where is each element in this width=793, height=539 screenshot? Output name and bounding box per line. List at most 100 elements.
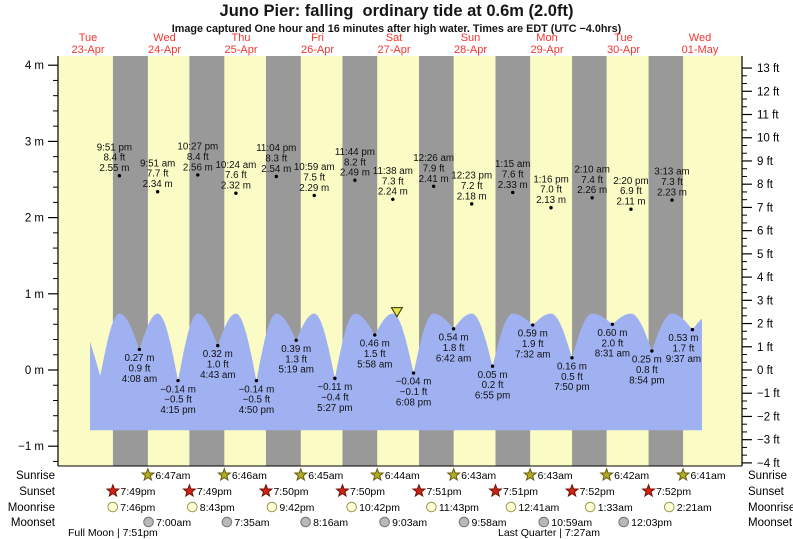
tide-feet-label: 7.3 ft	[382, 176, 404, 187]
tide-meter-label: 0.05 m	[478, 370, 508, 381]
sunrise-time: 6:47am	[155, 470, 190, 482]
tide-meter-label: −0.14 m	[160, 384, 196, 395]
sunrise-time: 6:43am	[461, 470, 496, 482]
tide-dot	[470, 202, 474, 206]
astro-row-label-right: Sunset	[748, 486, 785, 498]
high-tide-annotation: 10:24 am7.6 ft2.32 m	[215, 160, 256, 195]
high-tide-annotation: 9:51 pm8.4 ft2.55 m	[97, 142, 132, 178]
moonrise-icon	[186, 501, 198, 513]
tide-feet-label: 8.3 ft	[265, 153, 287, 164]
moonset-time: 7:00am	[156, 517, 191, 529]
tide-time-label: 10:27 pm	[177, 142, 218, 153]
tide-dot	[511, 190, 515, 195]
moonrise-icon	[107, 501, 119, 513]
astro-row-label-right: Moonrise	[748, 502, 793, 514]
day-label-weekday: Fri	[311, 32, 324, 44]
tide-feet-label: 1.7 ft	[673, 344, 695, 355]
low-tide-annotation: 0.16 m0.5 ft7:50 pm	[554, 356, 590, 393]
sunset-time: 7:51pm	[503, 486, 538, 498]
moonrise-icon	[266, 501, 278, 513]
tide-meter-label: 2.29 m	[299, 183, 329, 194]
tide-dot	[216, 343, 220, 348]
moonrise-time: 12:41am	[518, 502, 559, 514]
moonset-time: 12:03pm	[631, 517, 672, 529]
tide-time-label: 12:23 pm	[451, 170, 492, 181]
sunrise-icon	[675, 467, 691, 482]
tide-meter-label: 2.26 m	[577, 185, 607, 196]
tide-time-label: 5:27 pm	[317, 403, 352, 414]
tide-time-label: 12:26 am	[413, 153, 454, 164]
tide-dot	[117, 173, 122, 178]
tide-time-label: 4:50 pm	[239, 405, 274, 416]
sunset-icon	[105, 483, 121, 498]
moonset-icon	[221, 516, 233, 528]
day-label-weekday: Tue	[614, 32, 633, 44]
day-label-date: 29-Apr	[530, 44, 563, 56]
tide-meter-label: 0.16 m	[557, 361, 587, 372]
tide-meter-label: 0.32 m	[203, 349, 233, 360]
low-tide-annotation: 0.53 m1.7 ft9:37 am	[666, 327, 701, 365]
feet-tick-label: 7 ft	[757, 202, 774, 214]
sunset-time: 7:49pm	[197, 486, 232, 498]
high-tide-annotation: 1:16 pm7.0 ft2.13 m	[533, 174, 569, 210]
low-tide-annotation: −0.04 m−0.1 ft6:08 pm	[396, 371, 431, 408]
moonset-icon	[538, 516, 550, 528]
tide-dot	[373, 333, 377, 337]
tide-time-label: 11:44 pm	[335, 147, 375, 158]
feet-tick-label: −1 ft	[757, 388, 781, 400]
sunset-icon	[258, 483, 274, 498]
sunset-icon	[411, 483, 427, 498]
tide-meter-label: 2.18 m	[457, 191, 487, 202]
tide-time-label: 9:51 pm	[97, 142, 132, 153]
astro-row-label-right: Sunrise	[748, 470, 787, 482]
tide-dot	[431, 184, 436, 189]
tide-feet-label: 0.5 ft	[561, 372, 583, 383]
tide-dot	[274, 174, 278, 179]
tide-feet-label: 7.2 ft	[461, 181, 483, 192]
low-tide-annotation: 0.46 m1.5 ft5:58 am	[357, 333, 392, 370]
tide-meter-label: −0.11 m	[317, 382, 352, 393]
day-label-date: 23-Apr	[71, 44, 104, 56]
sunrise-time: 6:45am	[308, 470, 343, 482]
tide-feet-label: −0.5 ft	[164, 395, 192, 406]
tide-time-label: 7:50 pm	[554, 382, 589, 393]
moonrise-time: 10:42pm	[359, 502, 400, 514]
tide-meter-label: 0.53 m	[668, 333, 698, 344]
day-label-weekday: Wed	[689, 32, 711, 44]
moonset-time: 9:58am	[472, 517, 507, 529]
low-tide-annotation: 0.27 m0.9 ft4:08 am	[122, 347, 157, 385]
moonset-icon	[458, 516, 470, 528]
day-label-date: 01-May	[682, 44, 719, 56]
tide-dot	[333, 376, 337, 381]
tide-feet-label: 1.3 ft	[285, 354, 307, 365]
tide-meter-label: 2.33 m	[498, 180, 528, 191]
tide-dot	[549, 205, 553, 210]
tide-dot	[254, 378, 259, 383]
tide-dot	[451, 327, 456, 331]
low-tide-annotation: 0.54 m1.8 ft6:42 am	[436, 327, 471, 364]
tide-meter-label: −0.14 m	[239, 384, 275, 395]
moonset-icon	[379, 516, 390, 528]
sunset-icon	[335, 483, 350, 498]
tide-feet-label: 1.9 ft	[522, 339, 544, 350]
tide-curve	[90, 313, 702, 431]
day-label-date: 30-Apr	[607, 44, 640, 56]
low-tide-annotation: 0.60 m2.0 ft8:31 am	[595, 322, 630, 360]
sunset-time: 7:52pm	[580, 486, 615, 498]
tide-dot	[670, 198, 674, 202]
moonrise-time: 2:21am	[677, 502, 712, 514]
sunset-time: 7:50pm	[350, 486, 385, 498]
feet-tick-label: 1 ft	[757, 342, 774, 354]
moonset-icon	[300, 516, 311, 528]
day-label-date: 27-Apr	[377, 44, 410, 56]
moonset-time: 10:59am	[551, 517, 592, 529]
high-tide-annotation: 1:15 am7.6 ft2.33 m	[495, 159, 530, 195]
tide-meter-label: 2.13 m	[536, 195, 566, 206]
moonrise-time: 11:43pm	[439, 502, 479, 514]
meter-tick-label: 4 m	[25, 60, 44, 72]
moonrise-icon	[584, 501, 596, 513]
day-label-weekday: Thu	[232, 32, 251, 44]
tide-time-label: 2:10 am	[574, 164, 609, 175]
